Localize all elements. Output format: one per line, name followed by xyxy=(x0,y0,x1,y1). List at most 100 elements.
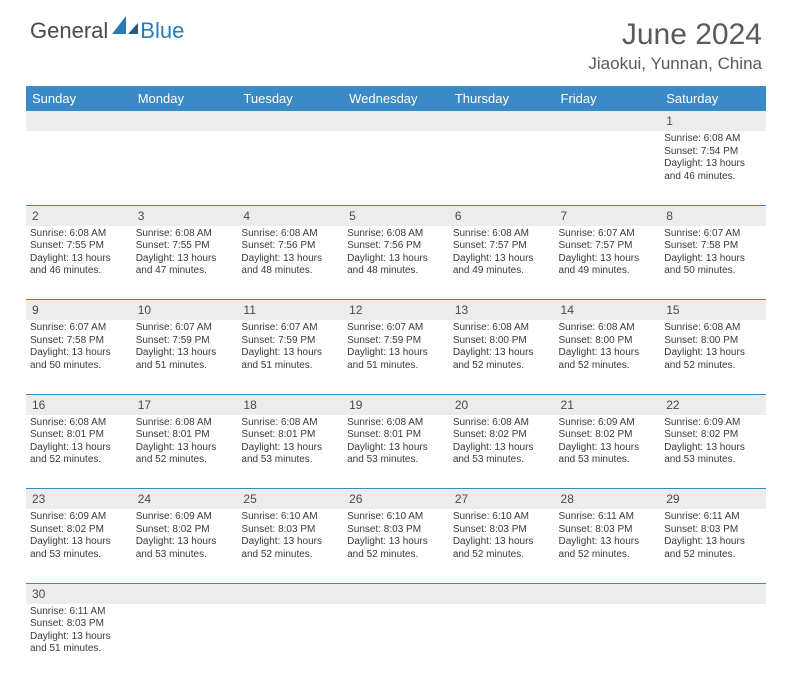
daylight-text: and 48 minutes. xyxy=(347,265,445,278)
day-cell xyxy=(555,131,661,205)
day-number: 14 xyxy=(555,300,661,321)
sunset-text: Sunset: 8:01 PM xyxy=(30,429,128,442)
daylight-text: and 52 minutes. xyxy=(664,549,762,562)
daylight-text: and 48 minutes. xyxy=(241,265,339,278)
sunset-text: Sunset: 8:03 PM xyxy=(559,524,657,537)
day-number: 5 xyxy=(343,205,449,226)
sunset-text: Sunset: 8:03 PM xyxy=(347,524,445,537)
daylight-text: Daylight: 13 hours xyxy=(136,253,234,266)
daylight-text: and 53 minutes. xyxy=(30,549,128,562)
day-cell xyxy=(343,604,449,678)
sunrise-text: Sunrise: 6:08 AM xyxy=(453,417,551,430)
day-number: 16 xyxy=(26,394,132,415)
daynum-row: 30 xyxy=(26,583,766,604)
daylight-text: Daylight: 13 hours xyxy=(559,442,657,455)
sunrise-text: Sunrise: 6:07 AM xyxy=(559,228,657,241)
sunrise-text: Sunrise: 6:07 AM xyxy=(664,228,762,241)
day-number xyxy=(237,111,343,131)
daylight-text: Daylight: 13 hours xyxy=(664,347,762,360)
day-cell: Sunrise: 6:07 AMSunset: 7:59 PMDaylight:… xyxy=(132,320,238,394)
sunrise-text: Sunrise: 6:08 AM xyxy=(664,322,762,335)
sunset-text: Sunset: 7:57 PM xyxy=(453,240,551,253)
day-number xyxy=(660,583,766,604)
day-cell: Sunrise: 6:07 AMSunset: 7:59 PMDaylight:… xyxy=(343,320,449,394)
sunrise-text: Sunrise: 6:08 AM xyxy=(30,417,128,430)
daylight-text: Daylight: 13 hours xyxy=(241,442,339,455)
day-cell: Sunrise: 6:08 AMSunset: 7:55 PMDaylight:… xyxy=(26,226,132,300)
day-cell: Sunrise: 6:08 AMSunset: 7:56 PMDaylight:… xyxy=(343,226,449,300)
day-cell: Sunrise: 6:10 AMSunset: 8:03 PMDaylight:… xyxy=(449,509,555,583)
day-number: 4 xyxy=(237,205,343,226)
day-number xyxy=(449,583,555,604)
day-cell xyxy=(555,604,661,678)
sunset-text: Sunset: 8:03 PM xyxy=(30,618,128,631)
day-number: 19 xyxy=(343,394,449,415)
week-row: Sunrise: 6:08 AMSunset: 7:54 PMDaylight:… xyxy=(26,131,766,205)
sunrise-text: Sunrise: 6:08 AM xyxy=(453,322,551,335)
day-cell: Sunrise: 6:08 AMSunset: 7:57 PMDaylight:… xyxy=(449,226,555,300)
daylight-text: and 53 minutes. xyxy=(347,454,445,467)
day-cell: Sunrise: 6:11 AMSunset: 8:03 PMDaylight:… xyxy=(660,509,766,583)
daylight-text: and 52 minutes. xyxy=(453,360,551,373)
day-number: 28 xyxy=(555,489,661,510)
daylight-text: and 53 minutes. xyxy=(664,454,762,467)
day-cell xyxy=(660,604,766,678)
weekday-header-row: Sunday Monday Tuesday Wednesday Thursday… xyxy=(26,86,766,111)
daylight-text: Daylight: 13 hours xyxy=(453,442,551,455)
day-cell: Sunrise: 6:08 AMSunset: 8:00 PMDaylight:… xyxy=(449,320,555,394)
day-cell: Sunrise: 6:10 AMSunset: 8:03 PMDaylight:… xyxy=(343,509,449,583)
daylight-text: and 52 minutes. xyxy=(347,549,445,562)
sunset-text: Sunset: 7:57 PM xyxy=(559,240,657,253)
sunrise-text: Sunrise: 6:08 AM xyxy=(30,228,128,241)
day-cell xyxy=(132,131,238,205)
daylight-text: and 53 minutes. xyxy=(136,549,234,562)
sunrise-text: Sunrise: 6:08 AM xyxy=(347,228,445,241)
sunrise-text: Sunrise: 6:11 AM xyxy=(559,511,657,524)
sunset-text: Sunset: 8:02 PM xyxy=(136,524,234,537)
day-cell xyxy=(237,604,343,678)
daylight-text: and 46 minutes. xyxy=(664,171,762,184)
day-number xyxy=(555,111,661,131)
sunrise-text: Sunrise: 6:09 AM xyxy=(664,417,762,430)
day-cell xyxy=(449,604,555,678)
sunset-text: Sunset: 7:56 PM xyxy=(241,240,339,253)
sunset-text: Sunset: 8:00 PM xyxy=(664,335,762,348)
daylight-text: Daylight: 13 hours xyxy=(664,158,762,171)
day-number: 13 xyxy=(449,300,555,321)
day-number: 29 xyxy=(660,489,766,510)
daylight-text: and 47 minutes. xyxy=(136,265,234,278)
day-cell: Sunrise: 6:08 AMSunset: 8:00 PMDaylight:… xyxy=(555,320,661,394)
daynum-row: 1 xyxy=(26,111,766,131)
day-cell: Sunrise: 6:08 AMSunset: 8:01 PMDaylight:… xyxy=(343,415,449,489)
daylight-text: Daylight: 13 hours xyxy=(30,347,128,360)
daylight-text: Daylight: 13 hours xyxy=(241,253,339,266)
day-number: 21 xyxy=(555,394,661,415)
weekday-header: Wednesday xyxy=(343,86,449,111)
sunrise-text: Sunrise: 6:09 AM xyxy=(30,511,128,524)
sunset-text: Sunset: 7:54 PM xyxy=(664,146,762,159)
sunset-text: Sunset: 8:03 PM xyxy=(664,524,762,537)
sunset-text: Sunset: 8:02 PM xyxy=(30,524,128,537)
daylight-text: Daylight: 13 hours xyxy=(559,347,657,360)
day-cell xyxy=(343,131,449,205)
day-number: 3 xyxy=(132,205,238,226)
day-cell xyxy=(237,131,343,205)
day-number: 30 xyxy=(26,583,132,604)
day-number: 9 xyxy=(26,300,132,321)
day-cell: Sunrise: 6:08 AMSunset: 8:01 PMDaylight:… xyxy=(132,415,238,489)
daylight-text: Daylight: 13 hours xyxy=(241,347,339,360)
week-row: Sunrise: 6:11 AMSunset: 8:03 PMDaylight:… xyxy=(26,604,766,678)
day-number: 22 xyxy=(660,394,766,415)
day-number xyxy=(132,583,238,604)
daylight-text: Daylight: 13 hours xyxy=(453,253,551,266)
daylight-text: Daylight: 13 hours xyxy=(347,442,445,455)
daylight-text: and 49 minutes. xyxy=(559,265,657,278)
day-cell: Sunrise: 6:08 AMSunset: 8:01 PMDaylight:… xyxy=(26,415,132,489)
location-text: Jiaokui, Yunnan, China xyxy=(588,54,762,74)
daylight-text: Daylight: 13 hours xyxy=(453,536,551,549)
sunset-text: Sunset: 8:02 PM xyxy=(664,429,762,442)
sunrise-text: Sunrise: 6:07 AM xyxy=(347,322,445,335)
sunrise-text: Sunrise: 6:07 AM xyxy=(30,322,128,335)
logo-text-blue: Blue xyxy=(140,18,184,44)
day-number: 6 xyxy=(449,205,555,226)
